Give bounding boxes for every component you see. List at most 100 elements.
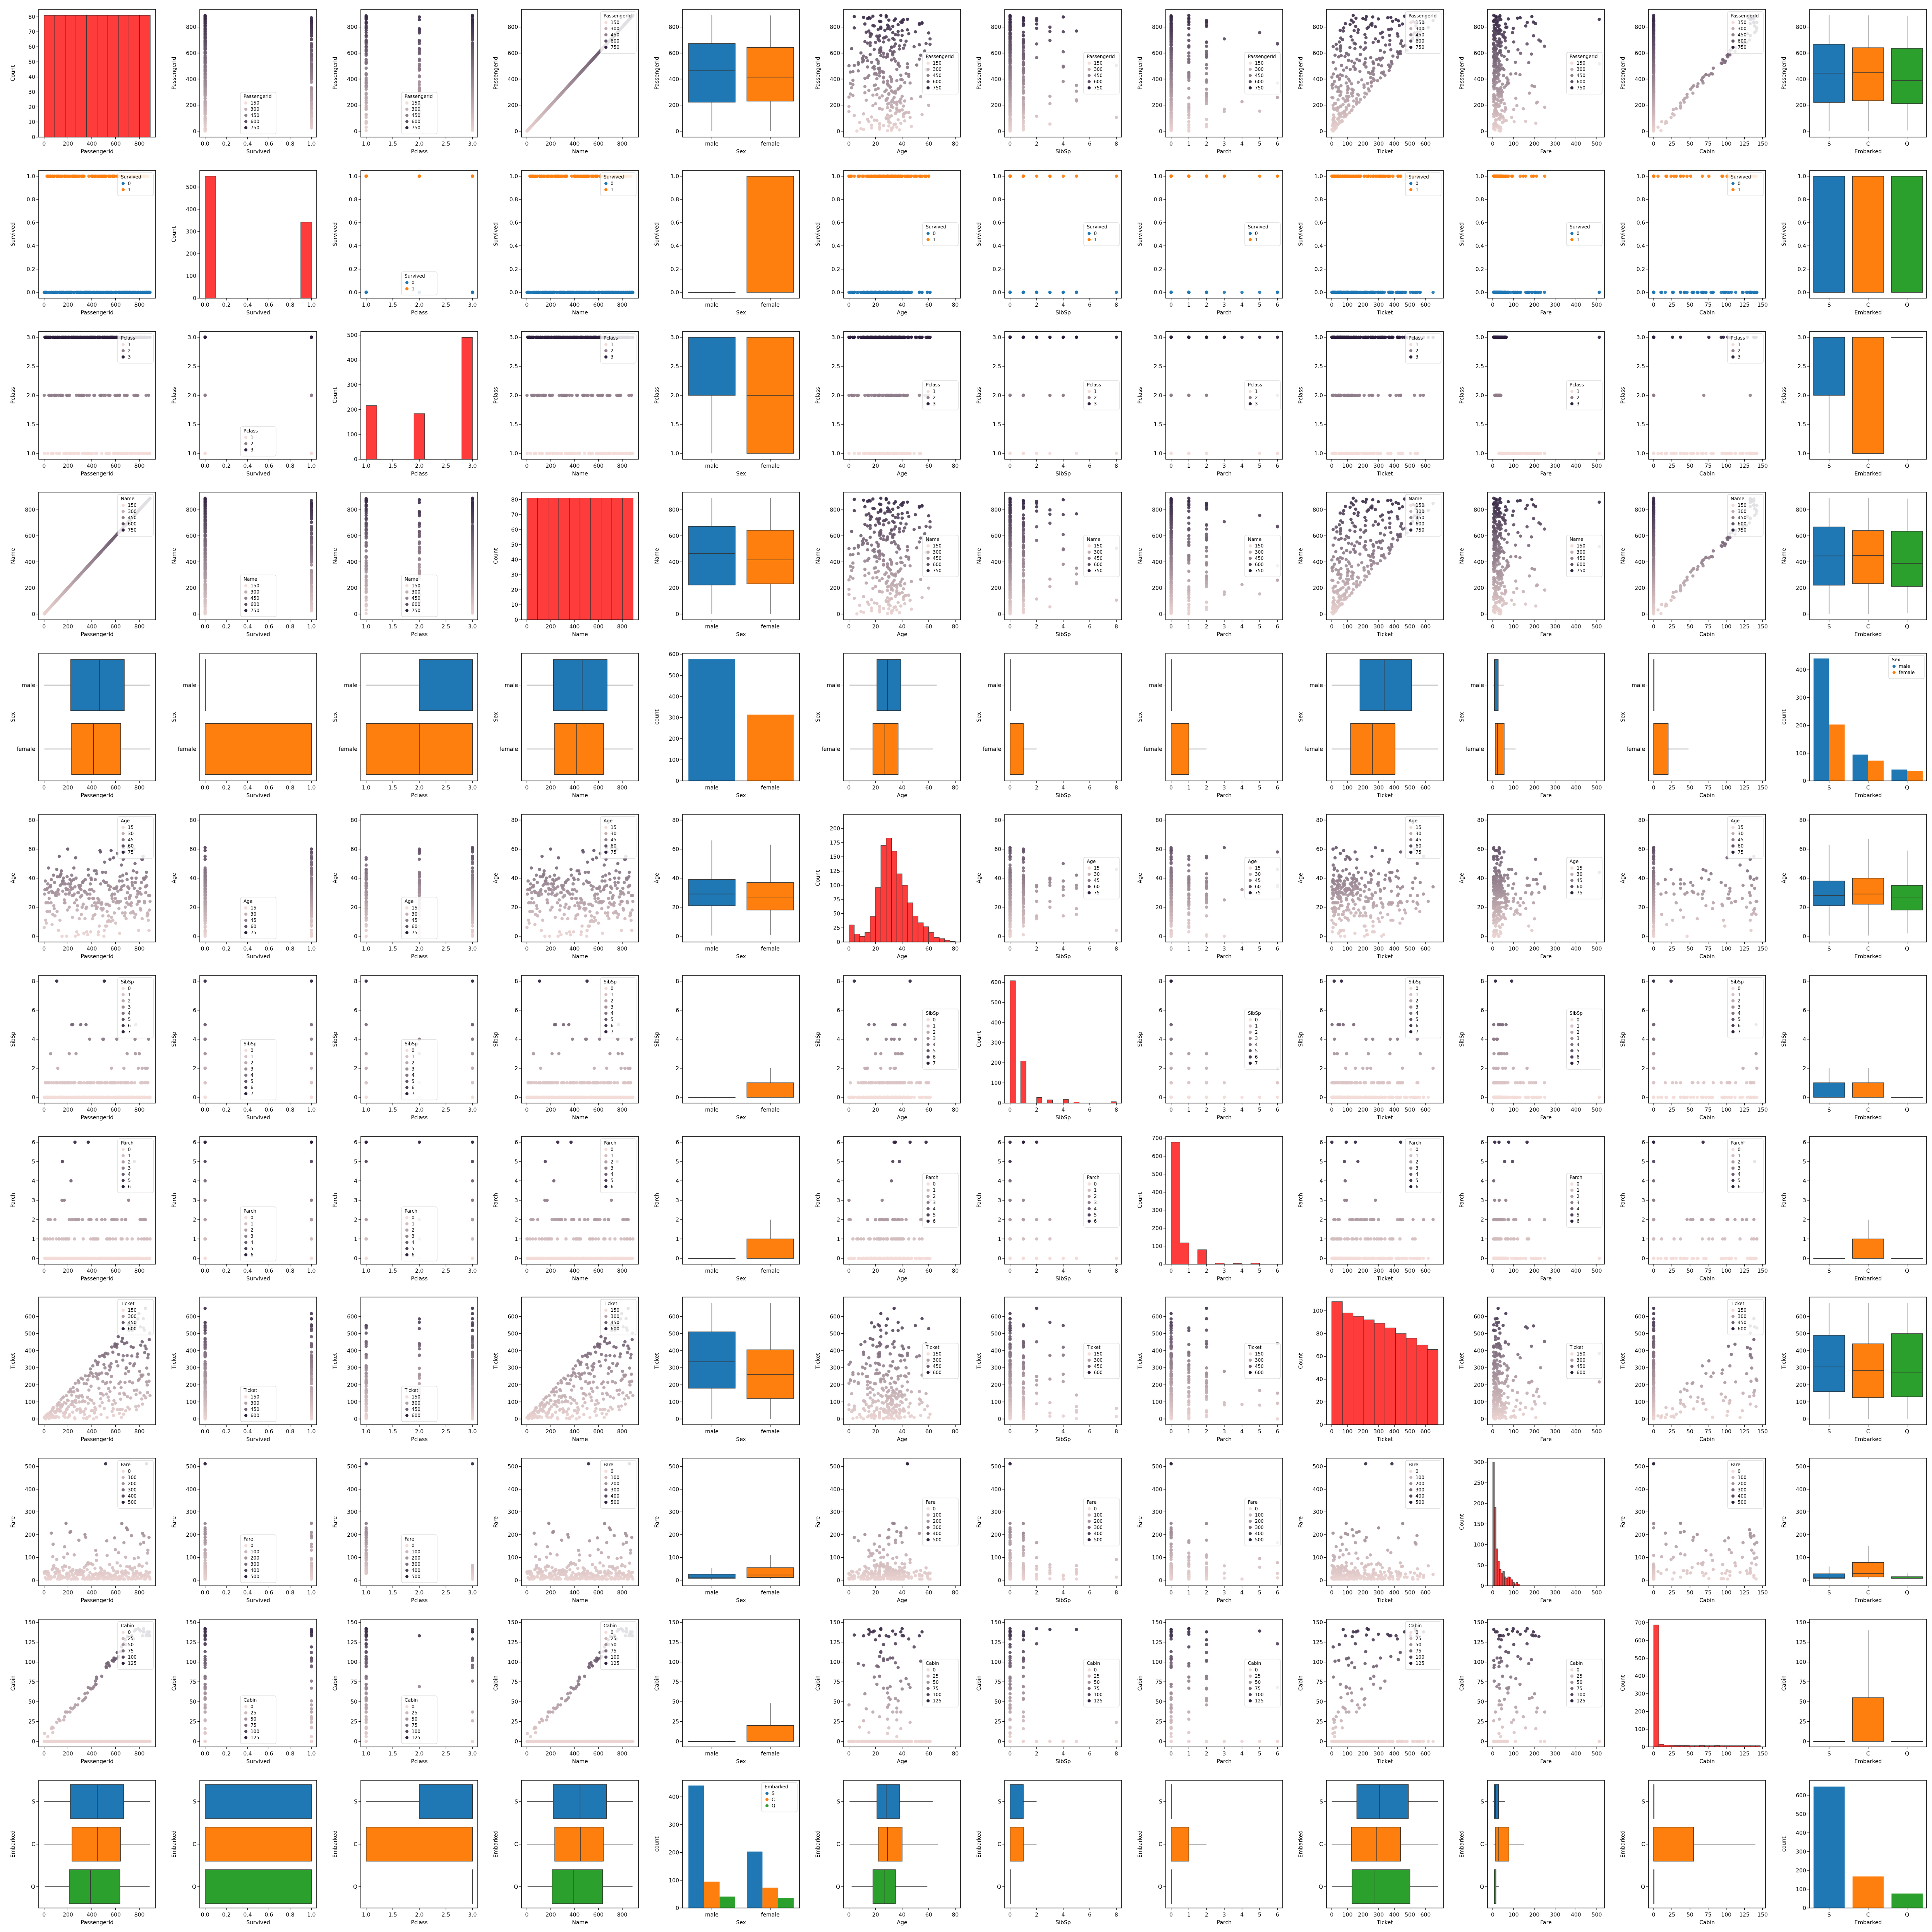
scatter-point	[1379, 49, 1382, 52]
y-tick-label: 0.2	[832, 266, 840, 273]
scatter-points	[847, 14, 932, 133]
scatter-point	[417, 80, 421, 84]
x-tick-label: 1.0	[307, 141, 316, 147]
scatter-point	[364, 38, 368, 42]
scatter-point	[1360, 78, 1364, 82]
x-tick-label: 1.0	[362, 302, 370, 308]
x-tick-label: 50	[1687, 141, 1694, 147]
scatter-point	[1398, 50, 1402, 53]
scatter-point	[1671, 108, 1675, 112]
scatter-point	[1340, 63, 1343, 67]
legend-marker	[405, 281, 408, 284]
scatter-point	[862, 54, 865, 58]
x-tick-label: 0.8	[286, 141, 294, 147]
scatter-point	[879, 14, 883, 17]
scatter-point	[1515, 104, 1519, 108]
y-tick-label: 0.8	[671, 197, 679, 203]
scatter-point	[918, 174, 921, 178]
histogram-bar	[75, 15, 87, 137]
scatter-point	[1511, 31, 1514, 34]
y-tick-label: 20	[28, 104, 35, 110]
scatter-point	[1008, 174, 1012, 178]
legend-marker	[604, 188, 608, 191]
legend-label: 750	[1577, 85, 1585, 91]
scatter-point	[1493, 121, 1497, 125]
scatter-point	[1495, 40, 1499, 43]
scatter-point	[859, 51, 863, 55]
scatter-point	[1492, 41, 1496, 45]
y-tick-label: 400	[186, 206, 196, 213]
y-tick-label: 1.0	[27, 173, 35, 180]
legend-marker	[1570, 67, 1574, 71]
subplot-PassengerId-vs-Pclass: PassengerId 150 300 450 600 750 1.0 1.5 2.0 2.5 3.…	[322, 0, 483, 161]
scatter-point	[1204, 66, 1208, 70]
x-tick-label: 6	[1088, 302, 1091, 308]
y-tick-label: 800	[1474, 24, 1484, 31]
scatter-point	[1021, 89, 1025, 92]
x-axis-label: Name	[572, 149, 588, 155]
scatter-point	[1350, 59, 1354, 63]
scatter-point	[1048, 25, 1052, 29]
scatter-point	[899, 39, 903, 42]
y-tick-label: 600	[347, 50, 357, 57]
scatter-point	[1381, 36, 1385, 39]
scatter-point	[1498, 79, 1501, 83]
y-tick-label: 0	[354, 129, 357, 135]
legend-box	[922, 222, 959, 246]
scatter-point	[907, 110, 911, 114]
subplot-PassengerId-vs-Name: PassengerId 150 300 450 600 750 0 200 400 600 800 0…	[483, 0, 644, 161]
scatter-points	[364, 174, 474, 294]
scatter-point	[1391, 19, 1395, 23]
y-tick-label: 200	[1635, 103, 1645, 109]
scatter-point	[851, 70, 855, 74]
y-tick-label: 0.8	[510, 197, 518, 203]
legend-marker	[405, 126, 408, 129]
scatter-point	[887, 18, 891, 22]
y-tick-label: 1.0	[832, 173, 840, 180]
scatter-point	[1048, 29, 1052, 33]
scatter-point	[1537, 38, 1541, 42]
scatter-point	[1204, 102, 1208, 106]
scatter-point	[1008, 14, 1012, 17]
scatter-point	[1497, 62, 1501, 65]
scatter-point	[912, 45, 916, 48]
subplot-svg: 0.0 0.2 0.4 0.6 0.8 1.00100200300400500Surviv…	[171, 170, 317, 316]
scatter-point	[850, 290, 853, 294]
legend-label: 750	[611, 45, 619, 50]
scatter-point	[853, 290, 856, 294]
scatter-point	[1340, 119, 1344, 122]
scatter-point	[902, 115, 905, 118]
scatter-point	[1114, 290, 1118, 294]
scatter-point	[882, 75, 885, 79]
x-tick-label: 5	[1258, 141, 1261, 147]
y-tick-label: 1.0	[510, 173, 518, 180]
scatter-point	[862, 174, 865, 178]
scatter-point	[856, 61, 860, 65]
scatter-point	[631, 290, 635, 294]
y-tick-label: 0.4	[671, 243, 679, 249]
scatter-point	[1337, 111, 1341, 115]
scatter-point	[863, 91, 867, 94]
legend-marker	[926, 61, 930, 65]
scatter-point	[895, 125, 899, 129]
scatter-point	[900, 94, 904, 98]
scatter-point	[882, 51, 885, 55]
scatter-point	[1507, 50, 1510, 53]
scatter-point	[1021, 51, 1025, 55]
scatter-point	[1021, 86, 1025, 89]
y-tick-label: 200	[1152, 103, 1162, 109]
scatter-point	[364, 95, 368, 99]
y-tick-label: 200	[186, 103, 196, 109]
scatter-point	[1377, 63, 1380, 67]
scatter-point	[1375, 58, 1379, 61]
scatter-point	[1499, 18, 1503, 22]
x-axis-label: Age	[897, 310, 907, 316]
scatter-point	[874, 83, 877, 87]
scatter-point	[1187, 19, 1191, 23]
legend-label: 300	[1577, 67, 1585, 72]
scatter-point	[1371, 41, 1375, 44]
scatter-point	[1275, 42, 1279, 45]
scatter-point	[847, 95, 851, 99]
x-tick-label: 20	[872, 302, 879, 308]
subplot-PassengerId-vs-Ticket: PassengerId 150 300 450 600 750 0 100 200 300 400 5…	[1288, 0, 1449, 161]
